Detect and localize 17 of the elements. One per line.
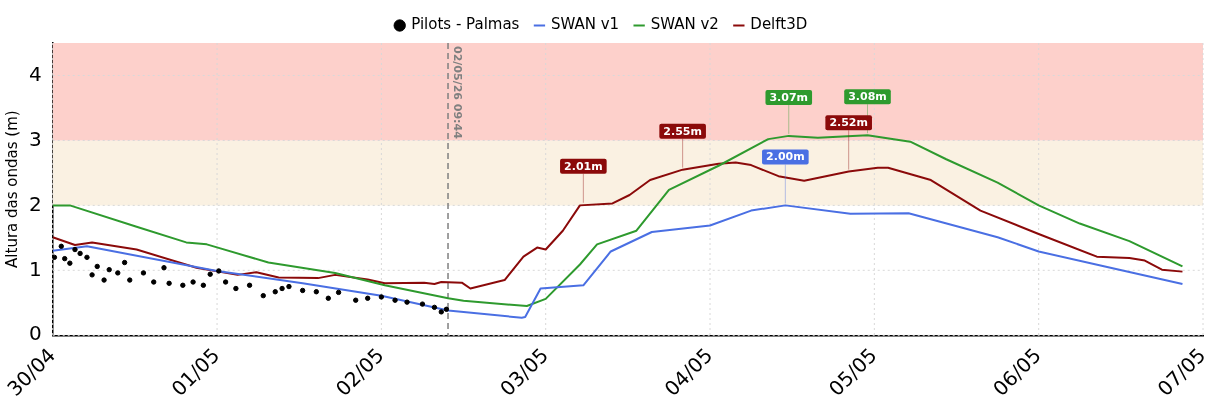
annotation: 2.52m <box>829 116 868 130</box>
annotation: 2.01m <box>564 159 603 173</box>
y-tick-label: 3 <box>28 126 42 151</box>
y-axis-title: Altura das ondas (m) <box>2 110 21 268</box>
annotation: 3.08m <box>848 90 887 104</box>
annotation: 3.07m <box>769 90 809 104</box>
annotation: 2.55m <box>663 124 702 138</box>
legend-label: Pilots - Palmas <box>411 15 520 34</box>
annotation: 2.00m <box>766 150 805 164</box>
y-tick-label: 2 <box>28 191 42 216</box>
legend-label: SWAN v2 <box>650 15 719 34</box>
ref-line-label: 02/05/26 09:44 <box>450 46 464 140</box>
y-tick-label: 4 <box>28 61 42 86</box>
legend-label: Delft3D <box>750 15 808 34</box>
y-tick-label: 0 <box>28 321 42 346</box>
legend-label: SWAN v1 <box>550 15 620 34</box>
y-tick-label: 1 <box>28 256 42 281</box>
